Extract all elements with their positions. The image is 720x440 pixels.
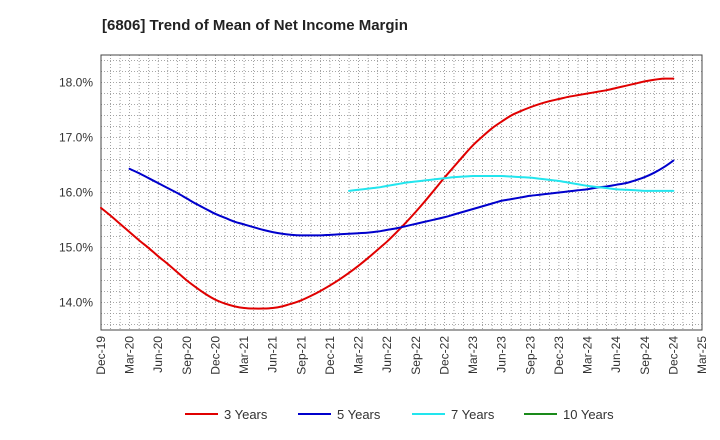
x-tick-label: Dec-21 [323, 336, 337, 375]
x-tick-label: Sep-23 [523, 336, 537, 375]
y-tick-label: 18.0% [59, 76, 93, 90]
chart-title: [6806] Trend of Mean of Net Income Margi… [102, 17, 408, 34]
x-axis-ticks: Dec-19 Mar-20 Jun-20 Sep-20 Dec-20 Mar-21 Jun-… [94, 336, 709, 375]
x-tick-label: Mar-22 [352, 336, 366, 374]
y-tick-label: 17.0% [59, 131, 93, 145]
x-tick-label: Jun-24 [609, 336, 623, 373]
y-axis-ticks: 14.0% 15.0% 16.0% 17.0% 18.0% [59, 76, 93, 310]
series-line-7-years [348, 174, 675, 192]
x-tick-label: Sep-20 [180, 336, 194, 375]
y-tick-label: 16.0% [59, 186, 93, 200]
y-tick-label: 15.0% [59, 241, 93, 255]
y-tick-label: 14.0% [59, 296, 93, 310]
x-tick-label: Sep-22 [409, 336, 423, 375]
x-tick-label: Mar-24 [581, 336, 595, 374]
series-line-5-years [128, 159, 675, 237]
legend-label-3-years: 3 Years [224, 407, 268, 422]
x-tick-label: Sep-24 [638, 336, 652, 375]
x-tick-label: Sep-21 [294, 336, 308, 375]
x-tick-label: Dec-20 [208, 336, 222, 375]
grid [101, 55, 702, 330]
x-tick-label: Jun-22 [380, 336, 394, 373]
x-tick-label: Dec-24 [666, 336, 680, 375]
x-tick-label: Dec-22 [437, 336, 451, 375]
x-tick-label: Jun-20 [151, 336, 165, 373]
axes [100, 54, 703, 331]
series-line-3-years [100, 77, 675, 310]
legend: 3 Years 5 Years 7 Years 10 Years [185, 407, 614, 422]
plot-frame [100, 54, 703, 331]
x-tick-label: Mar-25 [695, 336, 709, 374]
legend-label-7-years: 7 Years [451, 407, 495, 422]
x-tick-label: Dec-19 [94, 336, 108, 375]
series-lines [100, 77, 675, 310]
x-tick-label: Dec-23 [552, 336, 566, 375]
legend-label-5-years: 5 Years [337, 407, 381, 422]
x-tick-label: Mar-20 [123, 336, 137, 374]
legend-label-10-years: 10 Years [563, 407, 614, 422]
x-tick-label: Mar-23 [466, 336, 480, 374]
x-tick-label: Jun-23 [495, 336, 509, 373]
x-tick-label: Jun-21 [266, 336, 280, 373]
x-tick-label: Mar-21 [237, 336, 251, 374]
